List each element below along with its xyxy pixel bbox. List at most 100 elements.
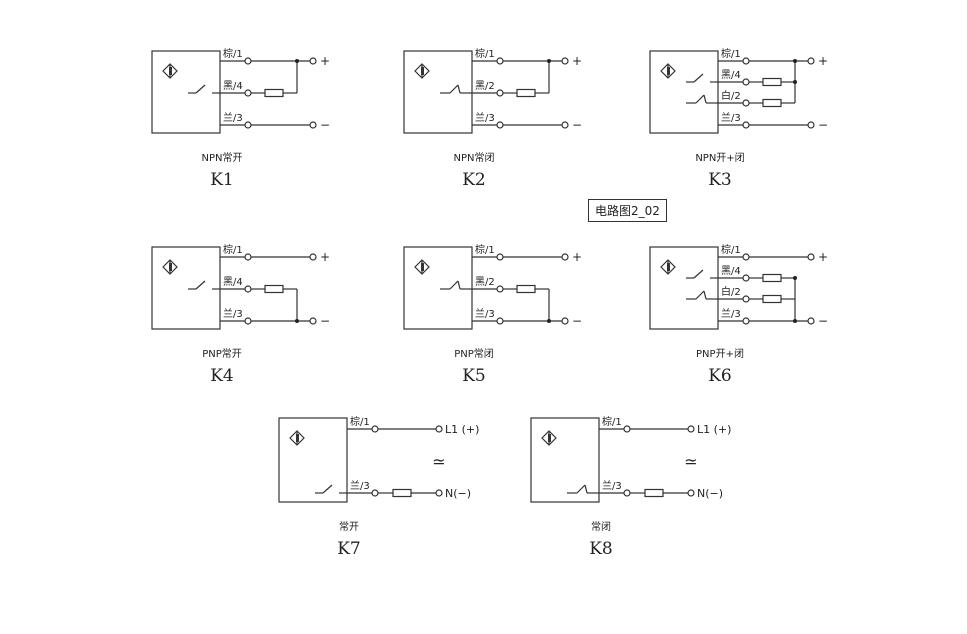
wire-label: 黑/4 xyxy=(223,80,243,92)
wire-label: 黑/4 xyxy=(721,265,741,277)
wire-label: 白/2 xyxy=(721,89,741,102)
switch-contact xyxy=(703,290,707,300)
wire-label: 兰/3 xyxy=(721,111,741,124)
wire-label: 黑/2 xyxy=(475,276,495,288)
terminal-circle xyxy=(742,78,750,86)
sensor-icon xyxy=(660,63,676,79)
terminal-circle xyxy=(742,121,750,129)
load-resistor xyxy=(392,488,412,498)
terminal-circle xyxy=(807,253,815,261)
minus-sign: − xyxy=(818,314,828,328)
terminal-circle xyxy=(309,57,317,65)
wire-label: 兰/3 xyxy=(223,111,243,124)
junction-dot xyxy=(295,59,299,63)
terminal-circle xyxy=(561,121,569,129)
diagram-caption: NPN开+闭 xyxy=(695,151,744,164)
sensor-diamond xyxy=(660,259,676,275)
terminal-circle xyxy=(807,121,815,129)
terminal-circle xyxy=(309,253,317,261)
tooltip: 电路图2_02 xyxy=(588,199,667,222)
diagram-caption: 常开 xyxy=(339,520,359,533)
diagram-code: K5 xyxy=(462,366,486,386)
load-resistor xyxy=(516,284,536,294)
sensor-box xyxy=(649,50,719,134)
terminal-circle xyxy=(244,121,252,129)
sensor-diamond xyxy=(541,430,557,446)
junction-dot xyxy=(547,59,551,63)
sensor-diamond xyxy=(414,259,430,275)
junction-dot xyxy=(547,319,551,323)
load-resistor xyxy=(762,98,782,108)
switch-contact xyxy=(695,94,705,104)
sensor-fill xyxy=(548,434,551,442)
ac-symbol: ≃ xyxy=(432,452,445,471)
terminal-circle xyxy=(496,253,504,261)
wire-label: 棕/1 xyxy=(223,243,243,256)
sensor-diamond xyxy=(289,430,305,446)
terminal-circle xyxy=(807,57,815,65)
diagram-k7: 棕/1 兰/3 L1 (+) N(−) ≃ 常开 K7 xyxy=(278,415,479,559)
wire-label: 兰/3 xyxy=(475,111,495,124)
sensor-box xyxy=(649,246,719,330)
terminal-circle xyxy=(244,89,252,97)
switch-contact xyxy=(449,280,459,290)
switch-contact xyxy=(322,484,333,494)
diagram-k4: 棕/1 黑/4 兰/3 + − PNP常开 K4 xyxy=(151,243,330,386)
wire-label: 棕/1 xyxy=(475,47,495,60)
terminal-circle xyxy=(561,57,569,65)
sensor-diamond xyxy=(414,63,430,79)
terminal-circle xyxy=(371,489,379,497)
load-resistor xyxy=(762,294,782,304)
plus-sign: + xyxy=(572,54,582,68)
terminal-circle xyxy=(496,121,504,129)
sensor-box xyxy=(530,417,600,503)
terminal-circle xyxy=(742,274,750,282)
switch-contact xyxy=(195,84,206,94)
terminal-circle xyxy=(244,285,252,293)
sensor-fill xyxy=(667,263,670,271)
load-resistor xyxy=(264,284,284,294)
diagram-caption: PNP开+闭 xyxy=(696,347,744,360)
wire-label: 黑/2 xyxy=(475,80,495,92)
wire-label: 兰/3 xyxy=(602,479,622,492)
diagram-caption: PNP常开 xyxy=(202,347,242,360)
sensor-icon xyxy=(660,259,676,275)
diagram-caption: 常闭 xyxy=(591,520,611,533)
terminal-circle xyxy=(244,57,252,65)
diagram-k6: 棕/1 黑/4 白/2 兰/3 + − PNP开+闭 K6 xyxy=(649,243,828,386)
terminal-circle xyxy=(561,317,569,325)
sensor-fill xyxy=(169,67,172,75)
switch-contact xyxy=(693,269,704,279)
sensor-icon xyxy=(162,259,178,275)
junction-dot xyxy=(793,276,797,280)
terminal-label-l1: L1 (+) xyxy=(697,423,731,436)
terminal-circle xyxy=(496,317,504,325)
terminal-circle xyxy=(309,317,317,325)
sensor-box xyxy=(151,50,221,134)
wire-label: 白/2 xyxy=(721,285,741,298)
diagram-caption: NPN常闭 xyxy=(454,151,495,164)
load-resistor xyxy=(762,77,782,87)
switch-contact xyxy=(195,280,206,290)
sensor-diamond xyxy=(162,63,178,79)
terminal-circle xyxy=(742,99,750,107)
wire-label: 棕/1 xyxy=(602,415,622,428)
sensor-box xyxy=(403,246,473,330)
sensor-fill xyxy=(421,263,424,271)
sensor-icon xyxy=(541,430,557,446)
terminal-circle xyxy=(561,253,569,261)
wire-label: 棕/1 xyxy=(223,47,243,60)
diagram-code: K6 xyxy=(708,366,732,386)
minus-sign: − xyxy=(572,314,582,328)
sensor-fill xyxy=(667,67,670,75)
diagram-k3: 棕/1 黑/4 白/2 兰/3 + − NPN开+闭 K3 xyxy=(649,47,828,190)
diagram-k2: 棕/1 黑/2 兰/3 + − NPN常闭 K2 xyxy=(403,47,582,190)
junction-dot xyxy=(793,80,797,84)
minus-sign: − xyxy=(818,118,828,132)
switch-contact xyxy=(457,280,461,290)
terminal-circle xyxy=(309,121,317,129)
wire-label: 黑/4 xyxy=(721,69,741,81)
terminal-circle xyxy=(807,317,815,325)
terminal-label-n: N(−) xyxy=(697,487,723,500)
sensor-fill xyxy=(421,67,424,75)
